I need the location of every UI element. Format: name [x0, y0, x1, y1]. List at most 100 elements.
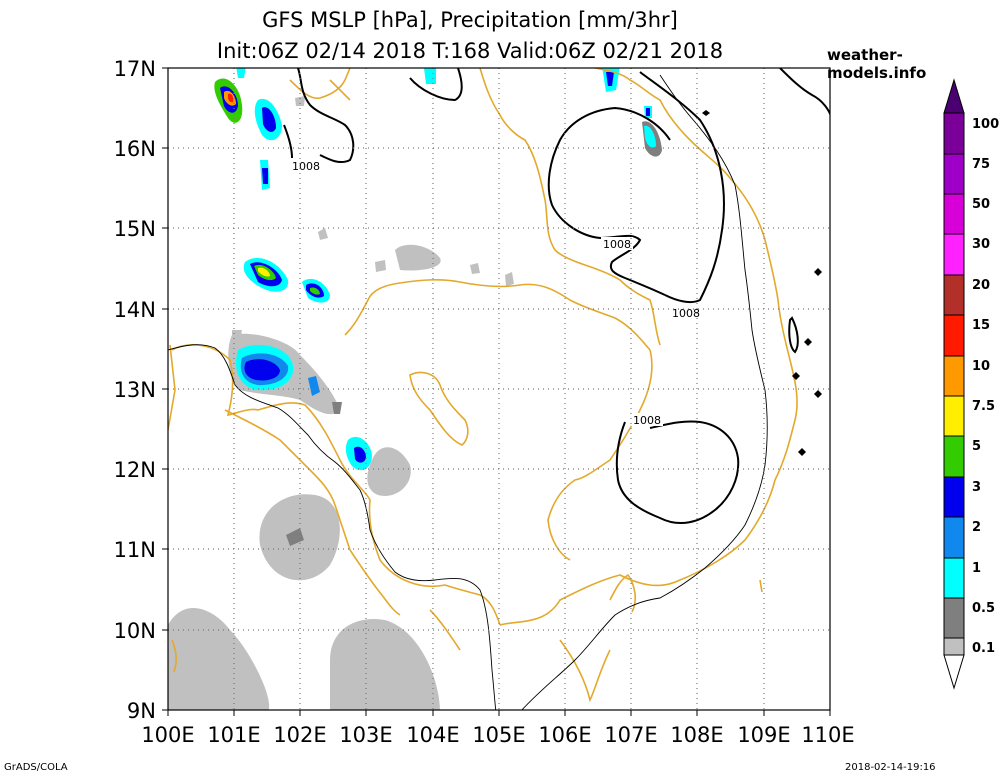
- legend-label: 2: [972, 520, 981, 535]
- precip-area: [295, 96, 305, 106]
- lon-label: 100E: [141, 723, 194, 747]
- legend-label: 100: [972, 117, 999, 132]
- lon-label: 104E: [406, 723, 459, 747]
- precip-area: [262, 107, 276, 132]
- isobar-label: 1008: [672, 307, 700, 320]
- lat-label: 14N: [114, 298, 156, 322]
- country-border: [171, 344, 501, 626]
- country-border: [559, 639, 611, 703]
- legend-swatch: [943, 476, 965, 518]
- marker-layer: [702, 110, 822, 456]
- lon-label: 108E: [670, 723, 723, 747]
- country-border: [609, 573, 637, 613]
- precip-area: [354, 446, 366, 463]
- precip-area: [395, 244, 441, 271]
- precip-area: [367, 447, 411, 496]
- legend-swatch: [943, 314, 965, 357]
- marker-point: [702, 110, 710, 116]
- lon-label: 109E: [737, 723, 790, 747]
- coastline: [168, 344, 497, 710]
- lat-label: 10N: [114, 619, 156, 643]
- isobar-label: 1008: [292, 160, 320, 173]
- legend-swatch: [943, 557, 965, 599]
- legend-swatch: [943, 112, 965, 155]
- legend-swatch: [943, 637, 965, 656]
- country-border: [349, 549, 401, 616]
- legend-label: 7.5: [972, 399, 995, 414]
- lat-label: 15N: [114, 217, 156, 241]
- legend-label: 0.1: [972, 641, 995, 656]
- precip-area: [646, 108, 650, 116]
- precip-area: [424, 68, 436, 84]
- isobar-1008: [409, 68, 463, 102]
- legend-swatch-bottom: [943, 654, 965, 690]
- legend-swatch: [943, 274, 965, 316]
- lat-label: 13N: [114, 378, 156, 402]
- isobar-1008: [547, 106, 671, 296]
- lon-label: 110E: [801, 723, 854, 747]
- legend-label: 5: [972, 439, 981, 454]
- lon-labels: 100E 101E 102E 103E 104E 105E 106E 107E …: [141, 723, 854, 747]
- marker-point: [798, 448, 806, 456]
- isobar-label: 1008: [633, 414, 661, 427]
- country-border: [171, 639, 177, 673]
- legend-swatch: [943, 355, 965, 397]
- lon-label: 103E: [339, 723, 392, 747]
- country-border: [429, 609, 461, 651]
- precip-area: [168, 608, 270, 710]
- lat-label: 12N: [114, 458, 156, 482]
- precip-area: [244, 359, 280, 381]
- legend-label: 20: [972, 278, 990, 293]
- isobar-labels: 1008 1008 1008 1008: [290, 159, 702, 427]
- country-border: [499, 177, 798, 626]
- legend-swatch: [943, 597, 965, 639]
- country-border: [594, 68, 731, 179]
- country-border: [409, 371, 469, 446]
- country-border: [344, 278, 651, 351]
- lat-label: 17N: [114, 57, 156, 81]
- marker-point: [814, 268, 822, 276]
- lat-labels: 17N 16N 15N 14N 13N 12N 11N 10N 9N: [114, 57, 156, 723]
- precip-area: [308, 376, 320, 396]
- isobar-1008: [779, 68, 830, 117]
- chart-title: GFS MSLP [hPa], Precipitation [mm/3hr]: [262, 8, 678, 32]
- precip-area: [330, 619, 440, 710]
- legend-swatch: [943, 395, 965, 437]
- legend-swatch: [943, 233, 965, 276]
- lon-label: 107E: [604, 723, 657, 747]
- legend-swatch: [943, 153, 965, 195]
- footer-credit: GrADS/COLA: [4, 762, 68, 773]
- grid-layer: [168, 68, 830, 710]
- isobar-1008: [283, 124, 293, 159]
- chart-subtitle: Init:06Z 02/14 2018 T:168 Valid:06Z 02/2…: [216, 39, 724, 63]
- lon-label: 101E: [207, 723, 260, 747]
- legend-label: 30: [972, 237, 990, 252]
- precip-area: [236, 68, 246, 78]
- isobar-1008: [615, 420, 740, 525]
- country-border: [168, 344, 176, 431]
- country-border: [224, 409, 351, 551]
- lat-label: 9N: [127, 699, 156, 723]
- marker-point: [792, 372, 800, 380]
- legend-label: 50: [972, 197, 990, 212]
- legend-colorbar: 100 75 50 30 20 15 10 7.5 5 3 2 1 0.5 0.…: [943, 78, 999, 690]
- legend-label: 10: [972, 359, 990, 374]
- legend-label: 15: [972, 318, 990, 333]
- precip-area: [286, 528, 304, 546]
- precip-area: [606, 72, 614, 86]
- country-border: [479, 68, 661, 346]
- legend-swatch: [943, 435, 965, 478]
- isobar-1008: [788, 316, 799, 354]
- lat-label: 16N: [114, 137, 156, 161]
- coastline-layer: [168, 74, 768, 710]
- isobar-layer: [283, 68, 830, 525]
- marker-point: [814, 390, 822, 398]
- legend-label: 1: [972, 561, 981, 576]
- lat-label: 11N: [114, 538, 156, 562]
- legend-label: 75: [972, 157, 990, 172]
- precip-area: [644, 125, 656, 148]
- precip-area: [318, 228, 328, 240]
- precip-area: [505, 272, 514, 286]
- precip-area: [262, 168, 268, 184]
